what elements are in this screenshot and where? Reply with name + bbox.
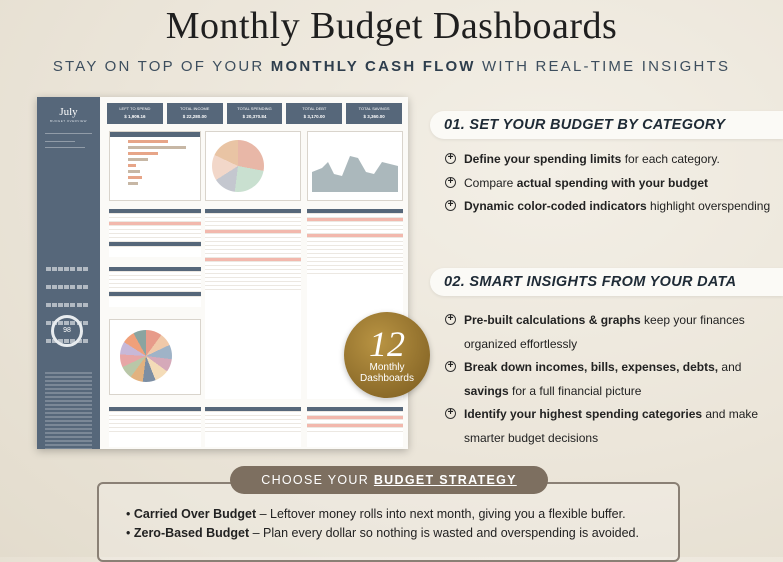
income-table bbox=[109, 267, 201, 307]
kpi-total-debt: TOTAL DEBT $ 3,170.00 bbox=[286, 103, 343, 124]
section2-heading: 02. SMART INSIGHTS FROM YOUR DATA bbox=[430, 268, 783, 296]
where-goes-my-money-chart bbox=[109, 319, 201, 395]
kpi-left-to-spend: LEFT TO SPEND $ 1,909.16 bbox=[107, 103, 163, 124]
balance-chart bbox=[307, 131, 403, 201]
strategy-pill: CHOOSE YOUR BUDGET STRATEGY bbox=[230, 466, 548, 494]
dashboard-month: July bbox=[59, 106, 78, 118]
dashboard-preview: July BUDGET OVERVIEW 98 LEFT TO SPEND $ 1… bbox=[37, 97, 408, 449]
balance-area-chart bbox=[312, 156, 398, 192]
page-title: Monthly Budget Dashboards bbox=[165, 5, 618, 47]
plus-circle-icon: + bbox=[445, 361, 456, 372]
list-item: + Define your spending limits for each c… bbox=[445, 148, 775, 172]
subtitle-text: STAY ON TOP OF YOUR bbox=[52, 58, 271, 75]
list-item: + Pre-built calculations & graphs keep y… bbox=[445, 309, 775, 356]
allocation-pie bbox=[212, 140, 264, 192]
subtitle-text-end: WITH REAL-TIME INSIGHTS bbox=[475, 58, 731, 75]
spending-pie bbox=[120, 330, 172, 382]
kpi-total-savings: TOTAL SAVINGS $ 3,360.00 bbox=[346, 103, 402, 124]
bills-table bbox=[205, 209, 301, 399]
section1-bullets: + Define your spending limits for each c… bbox=[445, 148, 775, 219]
section2-bullets: + Pre-built calculations & graphs keep y… bbox=[445, 309, 775, 450]
page-subtitle: STAY ON TOP OF YOUR MONTHLY CASH FLOW WI… bbox=[0, 58, 783, 75]
debt-payments-table bbox=[109, 407, 201, 447]
plus-circle-icon: + bbox=[445, 200, 456, 211]
left-to-spend-value: 98 bbox=[63, 327, 71, 334]
savings-table bbox=[205, 407, 301, 447]
cash-flow-summary-chart bbox=[109, 131, 201, 201]
plus-circle-icon: + bbox=[445, 176, 456, 188]
list-item: + Compare actual spending with your budg… bbox=[445, 172, 775, 196]
dashboard-sidebar: July BUDGET OVERVIEW 98 bbox=[37, 97, 100, 449]
kpi-total-income: TOTAL INCOME $ 22,280.00 bbox=[166, 103, 223, 124]
plus-circle-icon: + bbox=[445, 153, 456, 164]
badge-label-1: Monthly bbox=[369, 362, 405, 373]
allocation-chart bbox=[205, 131, 301, 201]
dashboard-side-subtitle: BUDGET OVERVIEW bbox=[50, 119, 87, 123]
subtitle-emphasis: MONTHLY CASH FLOW bbox=[270, 58, 476, 75]
monthly-dashboards-badge: 12 Monthly Dashboards bbox=[344, 312, 430, 398]
divider bbox=[45, 133, 92, 134]
list-item: • Zero-Based Budget – Plan every dollar … bbox=[126, 526, 639, 540]
kpi-total-spending: TOTAL SPENDING $ 20,370.84 bbox=[226, 103, 283, 124]
todo-list bbox=[45, 372, 92, 449]
plus-circle-icon: + bbox=[445, 408, 456, 419]
daily-balance-table bbox=[307, 407, 403, 447]
list-item: + Identify your highest spending categor… bbox=[445, 403, 775, 450]
section1-heading: 01. SET YOUR BUDGET BY CATEGORY bbox=[430, 111, 783, 139]
strategy-pill-text: CHOOSE YOUR bbox=[261, 473, 374, 487]
left-to-spend-ring: 98 bbox=[51, 315, 83, 347]
list-item: + Break down incomes, bills, expenses, d… bbox=[445, 356, 775, 403]
cash-flow-table bbox=[109, 209, 201, 257]
divider bbox=[45, 147, 85, 148]
badge-number: 12 bbox=[369, 324, 405, 364]
divider bbox=[45, 141, 75, 142]
strategy-list: • Carried Over Budget – Leftover money r… bbox=[126, 505, 686, 543]
kpi-row: LEFT TO SPEND $ 1,909.16 TOTAL INCOME $ 22… bbox=[107, 103, 402, 124]
plus-circle-icon: + bbox=[445, 314, 456, 325]
list-item: • Carried Over Budget – Leftover money r… bbox=[126, 507, 626, 521]
badge-label-2: Dashboards bbox=[360, 373, 414, 384]
budget-strategy-link[interactable]: BUDGET STRATEGY bbox=[373, 473, 517, 487]
list-item: + Dynamic color-coded indicators highlig… bbox=[445, 195, 775, 219]
